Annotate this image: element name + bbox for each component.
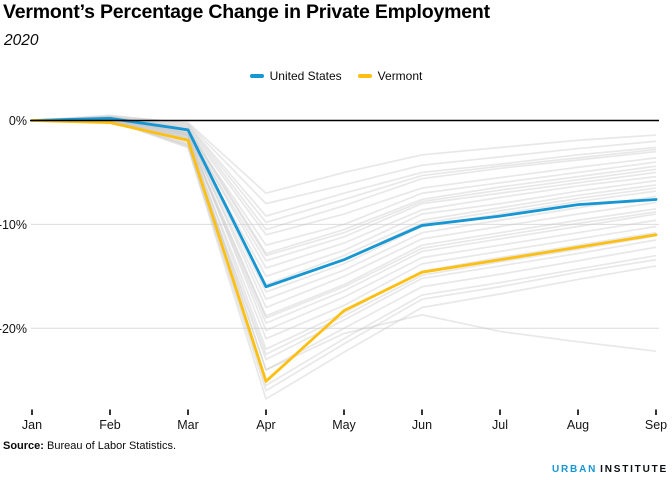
line-other-state xyxy=(32,119,657,324)
line-other-state xyxy=(31,117,657,371)
legend-label-united-states: United States xyxy=(269,69,342,83)
y-tick-label: -10% xyxy=(0,218,27,232)
urban-institute-logo: URBAN INSTITUTE xyxy=(552,464,668,475)
line-other-state xyxy=(32,119,657,350)
x-tick-label: Apr xyxy=(256,418,275,432)
x-tick-label: May xyxy=(332,418,356,432)
x-tick-label: Mar xyxy=(177,418,199,432)
line-other-state xyxy=(31,117,657,278)
line-other-state xyxy=(31,117,657,332)
page-title: Vermont’s Percentage Change in Private E… xyxy=(3,1,490,23)
x-tick-label: Sep xyxy=(645,418,667,432)
line-other-state xyxy=(31,114,657,205)
logo-institute-text: INSTITUTE xyxy=(600,464,668,475)
line-other-state xyxy=(32,119,657,301)
line-other-state xyxy=(31,115,657,195)
line-other-state xyxy=(31,116,657,293)
line-united-states xyxy=(30,117,658,289)
chart-subtitle: 2020 xyxy=(4,32,39,49)
legend-item-united-states: United States xyxy=(249,69,342,83)
line-other-state xyxy=(31,118,657,340)
line-other-state xyxy=(31,118,657,288)
legend-item-vermont: Vermont xyxy=(357,69,423,83)
line-other-state xyxy=(32,119,657,269)
x-tick-label: Jan xyxy=(22,418,42,432)
legend-label-vermont: Vermont xyxy=(377,69,423,83)
logo-urban-text: URBAN xyxy=(552,464,598,475)
line-other-state xyxy=(31,118,657,317)
legend-swatch-vermont-icon xyxy=(357,74,372,78)
source-note: Source: Bureau of Labor Statistics. xyxy=(3,440,176,452)
y-tick-label: 0% xyxy=(9,114,27,128)
x-tick-label: Jun xyxy=(412,418,432,432)
line-other-state xyxy=(31,117,657,361)
line-vermont xyxy=(30,119,658,383)
source-text: Bureau of Labor Statistics. xyxy=(43,440,177,452)
source-label: Source: xyxy=(3,440,44,452)
chart-legend: United States Vermont xyxy=(0,69,672,83)
x-tick-label: Feb xyxy=(99,418,121,432)
line-other-state xyxy=(31,117,657,309)
line-other-state xyxy=(31,117,657,262)
x-tick-label: Aug xyxy=(567,418,589,432)
y-tick-label: -20% xyxy=(0,322,27,336)
x-tick-label: Jul xyxy=(492,418,508,432)
line-other-state xyxy=(31,118,657,371)
line-other-state xyxy=(31,117,657,319)
legend-swatch-united-states-icon xyxy=(249,74,264,78)
